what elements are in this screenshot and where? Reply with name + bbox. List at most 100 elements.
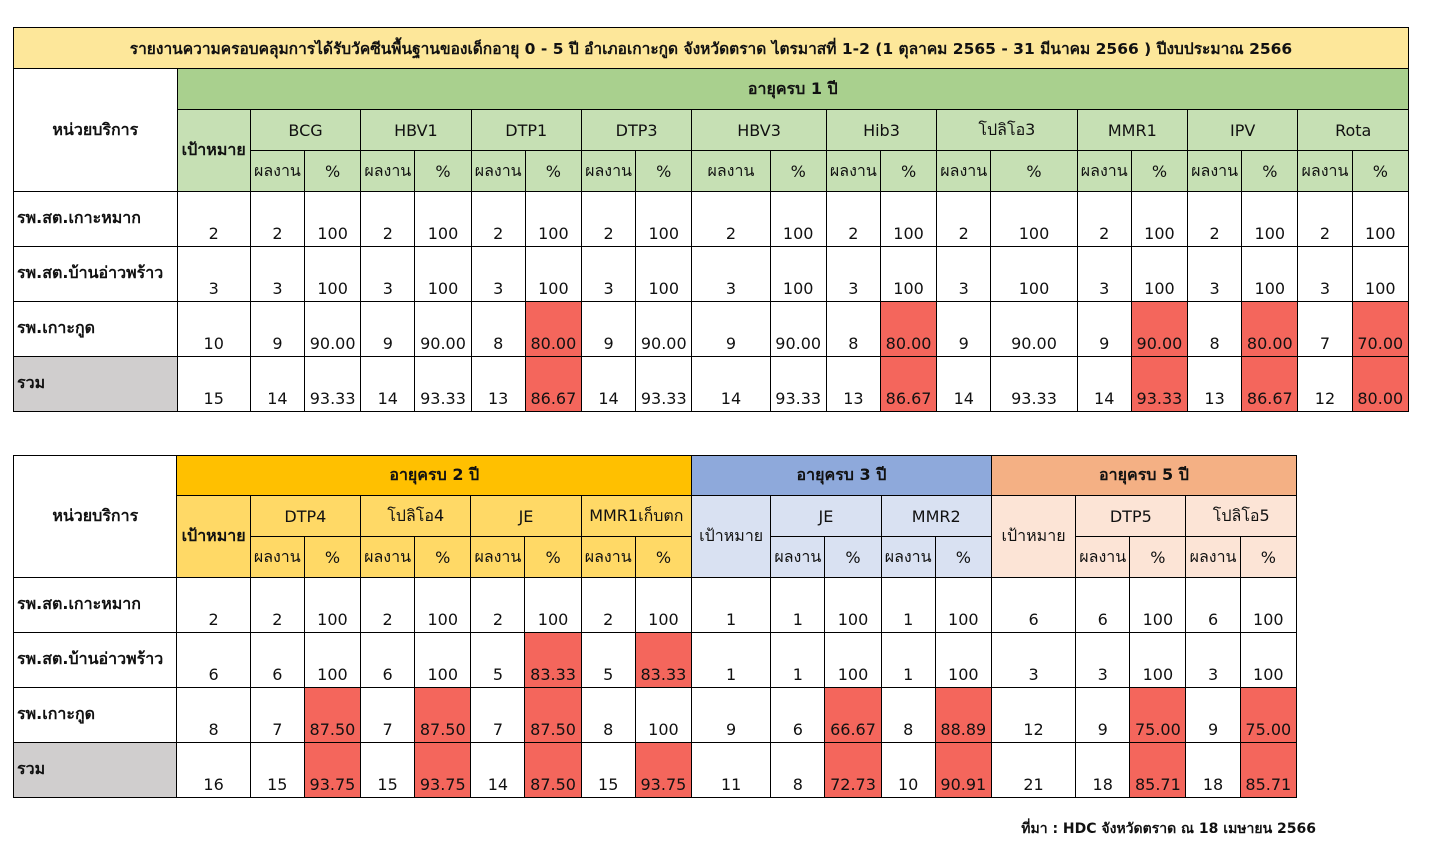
- target-value: 21: [990, 742, 1077, 798]
- percent-value: 100: [1129, 577, 1187, 633]
- result-value: 8: [880, 687, 936, 743]
- result-value: 2: [360, 577, 416, 633]
- result-value: 2: [825, 191, 881, 247]
- result-value: 15: [360, 742, 416, 798]
- percent-value: 100: [879, 246, 938, 302]
- percent-value: 87.50: [524, 687, 582, 743]
- percent-value: 100: [1129, 632, 1187, 688]
- percent-value: 100: [414, 632, 472, 688]
- result-value: 1: [770, 577, 826, 633]
- result-value: 2: [580, 577, 636, 633]
- percent-value: 100: [414, 246, 472, 302]
- result-value: 3: [1297, 246, 1353, 302]
- unit-header: หน่วยบริการ: [12, 455, 178, 578]
- percent-value: 80.00: [1241, 301, 1299, 357]
- result-value: 13: [825, 356, 881, 412]
- result-value: 2: [249, 191, 306, 247]
- age3-header: อายุครบ 3 ปี: [691, 455, 992, 496]
- percent-value: 75.00: [1239, 687, 1298, 743]
- percent-value: 88.89: [934, 687, 992, 743]
- result-value: 7: [470, 687, 526, 743]
- result-value: 18: [1185, 742, 1241, 798]
- percent-value: 100: [303, 577, 362, 633]
- result-value: 2: [580, 191, 637, 247]
- result-value: 6: [249, 632, 305, 688]
- percent-header: %: [879, 150, 938, 192]
- target-value: 12: [990, 687, 1077, 743]
- vaccine-header: HBV1: [360, 109, 472, 151]
- percent-value: 86.67: [524, 356, 582, 412]
- percent-value: 87.50: [303, 687, 362, 743]
- percent-value: 100: [303, 632, 362, 688]
- percent-value: 100: [1351, 246, 1410, 302]
- result-value: 3: [1075, 632, 1131, 688]
- result-value: 14: [936, 356, 992, 412]
- result-value: 3: [360, 246, 416, 302]
- target-header-age5: เป้าหมาย: [990, 495, 1077, 578]
- percent-value: 66.67: [824, 687, 882, 743]
- result-value: 3: [1187, 246, 1243, 302]
- target-value: 2: [176, 191, 251, 247]
- percent-value: 87.50: [524, 742, 582, 798]
- result-value: 1: [880, 577, 936, 633]
- vaccine-header: โปลิโอ5: [1185, 495, 1297, 537]
- age-group-header: อายุครบ 1 ปี: [176, 68, 1410, 110]
- result-header: ผลงาน: [470, 536, 526, 578]
- result-value: 1: [770, 632, 826, 688]
- vaccine-header: Hib3: [825, 109, 938, 151]
- table-row: รพ.เกาะกูด 10 9 90.00 9 90.00 8 80.00 9 90.00 9 90.…: [13, 301, 1410, 357]
- result-header: ผลงาน: [1187, 150, 1243, 192]
- result-header: ผลงาน: [880, 536, 936, 578]
- data-source-note: ที่มา : HDC จังหวัดตราด ณ 18 เมษายน 2566: [1021, 821, 1316, 837]
- percent-value: 100: [769, 246, 827, 302]
- result-header: ผลงาน: [1297, 150, 1353, 192]
- percent-value: 90.00: [304, 301, 362, 357]
- percent-value: 100: [769, 191, 827, 247]
- percent-value: 100: [635, 246, 693, 302]
- unit-name: รวม: [12, 742, 178, 798]
- result-value: 8: [1187, 301, 1243, 357]
- result-value: 3: [936, 246, 992, 302]
- percent-header: %: [303, 536, 362, 578]
- result-value: 14: [470, 742, 526, 798]
- result-header: ผลงาน: [770, 536, 826, 578]
- result-value: 6: [770, 687, 826, 743]
- result-value: 10: [880, 742, 936, 798]
- percent-value: 93.33: [414, 356, 472, 412]
- target-value: 1: [691, 632, 772, 688]
- result-value: 2: [691, 191, 771, 247]
- vaccine-header: DTP1: [470, 109, 582, 151]
- vaccine-header: IPV: [1187, 109, 1299, 151]
- result-header: ผลงาน: [936, 150, 992, 192]
- target-value: 15: [176, 356, 251, 412]
- result-value: 9: [360, 301, 416, 357]
- percent-value: 83.33: [524, 632, 582, 688]
- percent-value: 90.00: [635, 301, 693, 357]
- percent-value: 100: [990, 191, 1078, 247]
- vaccine-coverage-table-age-1: รายงานความครอบคลุมการได้รับวัคซีนพื้นฐาน…: [13, 27, 1410, 412]
- vaccine-coverage-table-age-2-3-5: หน่วยบริการ อายุครบ 2 ปี อายุครบ 3 ปี อา…: [12, 455, 1298, 798]
- result-value: 15: [249, 742, 305, 798]
- result-value: 9: [691, 301, 771, 357]
- percent-value: 93.33: [990, 356, 1078, 412]
- vaccine-header: Rota: [1297, 109, 1409, 151]
- result-value: 13: [470, 356, 526, 412]
- percent-value: 100: [635, 191, 693, 247]
- percent-value: 100: [990, 246, 1078, 302]
- table-row: รวม 16 15 93.75 15 93.75 14 87.50 15 93.75 11 8 72.7…: [12, 742, 1298, 798]
- result-value: 8: [470, 301, 526, 357]
- result-value: 7: [1297, 301, 1353, 357]
- unit-name: รวม: [13, 356, 178, 412]
- result-value: 2: [249, 577, 305, 633]
- percent-value: 75.00: [1129, 687, 1187, 743]
- vaccine-header: MMR2: [880, 495, 992, 537]
- percent-value: 93.33: [769, 356, 827, 412]
- result-header: ผลงาน: [249, 536, 305, 578]
- vaccine-header: MMR1: [1076, 109, 1189, 151]
- percent-value: 100: [634, 577, 693, 633]
- result-value: 13: [1187, 356, 1243, 412]
- result-header: ผลงาน: [1076, 150, 1132, 192]
- result-value: 2: [936, 191, 992, 247]
- percent-value: 100: [1130, 246, 1189, 302]
- percent-value: 86.67: [879, 356, 938, 412]
